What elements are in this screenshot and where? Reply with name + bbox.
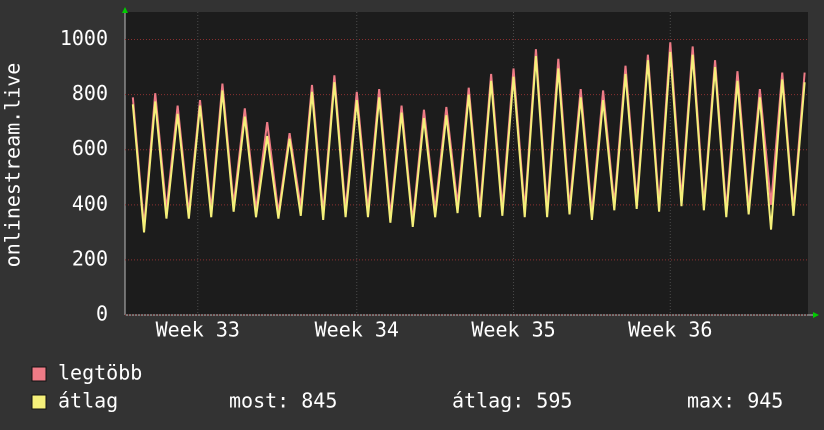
series-line [131, 51, 806, 233]
x-tick-label: Week 36 [628, 318, 712, 342]
y-tick-label: 400 [72, 191, 108, 215]
y-tick-label: 600 [72, 136, 108, 160]
x-tick-label: Week 34 [315, 318, 399, 342]
legend-swatch [31, 366, 47, 382]
legend-stat: most: 845 [229, 389, 337, 413]
series-line [131, 42, 806, 227]
legend-swatch [31, 394, 47, 410]
legend-stat: átlag: 595 [452, 389, 572, 413]
legend-label: legtöbb [58, 361, 142, 385]
x-arrow [813, 312, 819, 318]
legend-stat: max: 945 [687, 389, 783, 413]
x-tick-label: Week 33 [156, 318, 240, 342]
x-tick-label: Week 35 [471, 318, 555, 342]
y-arrow [122, 7, 128, 13]
y-tick-label: 1000 [60, 26, 108, 50]
y-axis-label: onlinestream.live [1, 63, 25, 268]
y-tick-label: 200 [72, 246, 108, 270]
legend-label: átlag [58, 389, 118, 413]
plot-area [125, 12, 808, 315]
y-tick-label: 800 [72, 81, 108, 105]
y-tick-label: 0 [96, 302, 108, 326]
